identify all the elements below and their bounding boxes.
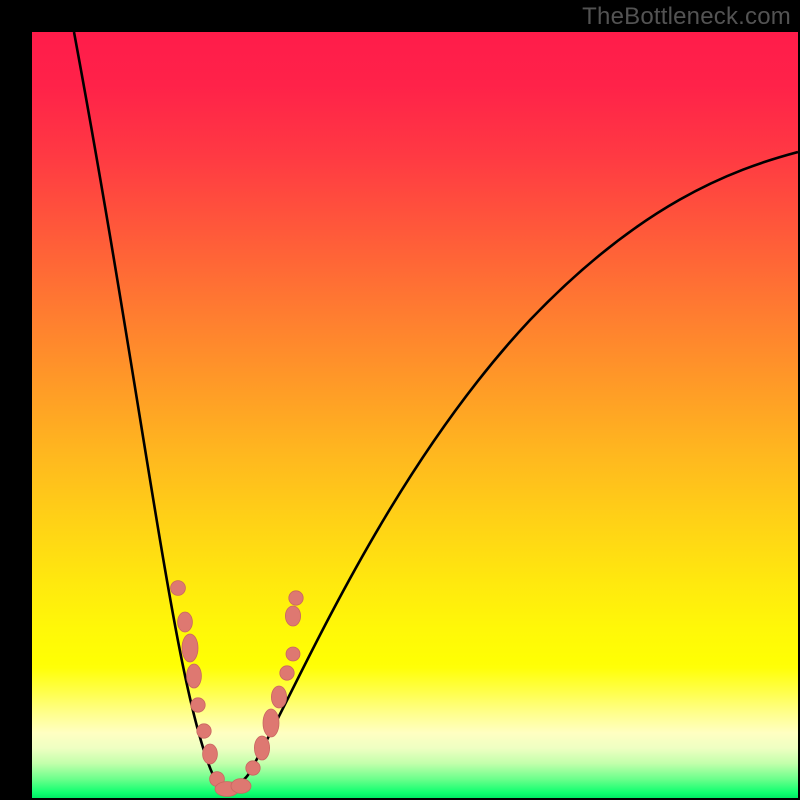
curve-marker: [182, 634, 198, 662]
curve-marker: [271, 686, 286, 708]
curve-marker: [286, 647, 300, 661]
curve-marker: [289, 591, 303, 605]
attribution-watermark: TheBottleneck.com: [582, 3, 791, 31]
curve-marker: [203, 744, 218, 764]
curve-marker: [285, 606, 300, 626]
frame-border-left: [0, 0, 32, 800]
curve-marker: [187, 664, 202, 688]
curve-marker: [171, 581, 186, 596]
bottleneck-curve-chart: [0, 0, 800, 800]
curve-marker: [280, 666, 294, 680]
gradient-background: [32, 32, 798, 798]
curve-marker: [231, 779, 251, 794]
chart-root: { "canvas": { "w": 800, "h": 800 }, "att…: [0, 0, 800, 800]
curve-marker: [191, 698, 205, 712]
curve-marker: [178, 612, 193, 632]
curve-marker: [197, 724, 211, 738]
curve-marker: [246, 761, 260, 775]
curve-marker: [254, 736, 269, 760]
curve-marker: [263, 709, 279, 737]
